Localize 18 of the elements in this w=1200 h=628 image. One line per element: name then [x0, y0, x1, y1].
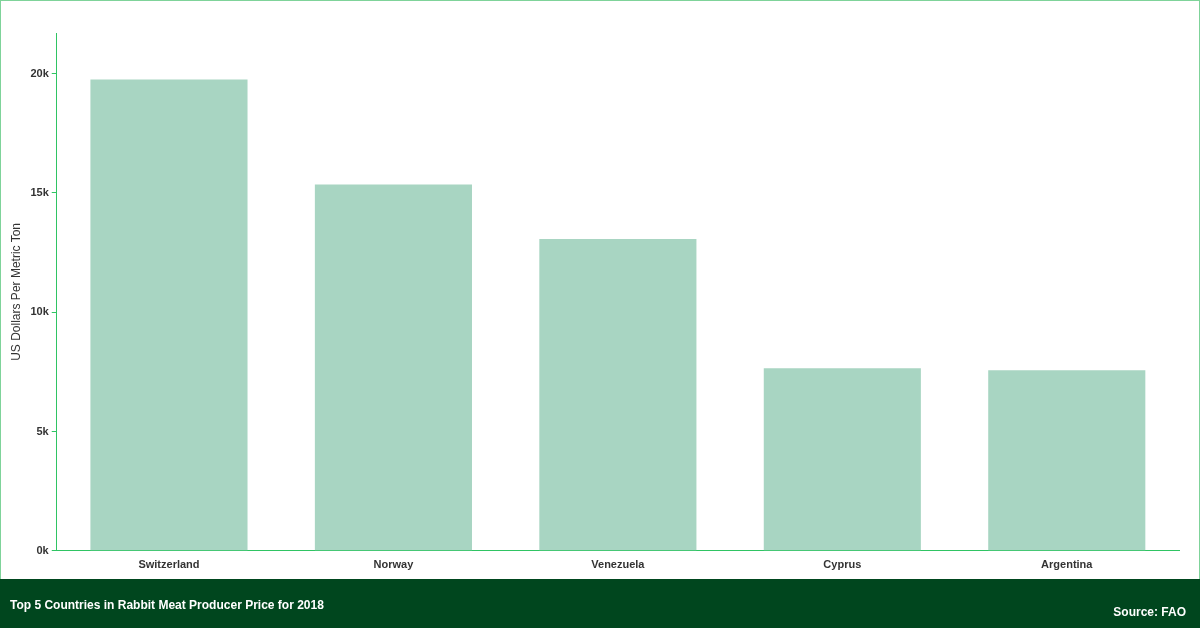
- bar: [90, 79, 248, 551]
- x-tick-label: Cyprus: [823, 558, 862, 571]
- bar: [539, 238, 697, 551]
- source-note: Source: FAO: [1113, 605, 1186, 619]
- y-tick-label: 15k: [30, 185, 50, 198]
- y-tick-label: 0k: [36, 543, 50, 556]
- y-axis-title: US Dollars Per Metric Ton: [8, 222, 23, 361]
- y-tick-label: 20k: [30, 66, 50, 79]
- x-tick-label: Switzerland: [138, 558, 200, 571]
- bar: [314, 184, 472, 551]
- bar: [988, 370, 1146, 551]
- x-tick-label: Norway: [373, 558, 415, 571]
- text: Top 5 Countries in Rabbit Meat Producer Price for 2018: [10, 598, 324, 612]
- x-tick-label: Argentina: [1041, 558, 1094, 571]
- y-tick-label: 5k: [36, 424, 50, 437]
- y-tick-label: 10k: [30, 305, 50, 318]
- x-tick-label: Venezuela: [591, 558, 646, 571]
- bar: [763, 368, 921, 551]
